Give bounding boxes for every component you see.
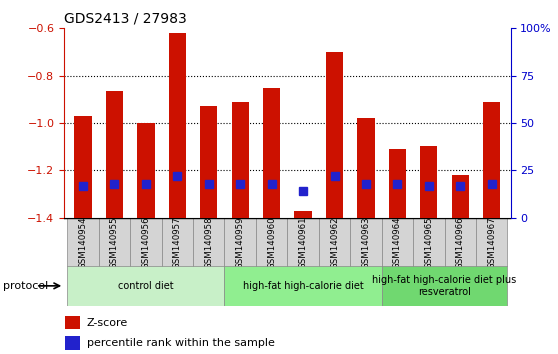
Bar [65, 316, 80, 329]
Text: GSM140956: GSM140956 [141, 216, 151, 269]
Bar [68, 266, 224, 306]
Bar [382, 218, 413, 267]
Bar [319, 218, 350, 267]
Bar [65, 336, 80, 350]
Bar [357, 118, 374, 218]
Bar [413, 218, 445, 267]
Text: percentile rank within the sample: percentile rank within the sample [86, 338, 275, 348]
Text: GSM140963: GSM140963 [362, 216, 371, 269]
Bar [389, 149, 406, 218]
Bar [99, 218, 130, 267]
Text: Z-score: Z-score [86, 318, 128, 327]
Bar [224, 266, 382, 306]
Bar [68, 218, 99, 267]
Text: high-fat high-calorie diet: high-fat high-calorie diet [243, 281, 363, 291]
Bar [106, 91, 123, 218]
Bar [263, 87, 280, 218]
Text: protocol: protocol [3, 281, 48, 291]
Bar [287, 218, 319, 267]
Bar [162, 218, 193, 267]
Bar [137, 123, 155, 218]
Text: GSM140959: GSM140959 [235, 216, 245, 269]
Text: GSM140962: GSM140962 [330, 216, 339, 269]
Text: GSM140955: GSM140955 [110, 216, 119, 269]
Bar [483, 102, 501, 218]
Bar [169, 33, 186, 218]
Text: GSM140967: GSM140967 [487, 216, 496, 269]
Bar [451, 175, 469, 218]
Text: control diet: control diet [118, 281, 174, 291]
Bar [445, 218, 476, 267]
Text: GSM140958: GSM140958 [204, 216, 213, 269]
Bar [193, 218, 224, 267]
Text: GSM140960: GSM140960 [267, 216, 276, 269]
Text: GDS2413 / 27983: GDS2413 / 27983 [64, 12, 187, 26]
Bar [224, 218, 256, 267]
Bar [130, 218, 162, 267]
Bar [200, 107, 218, 218]
Bar [420, 145, 437, 218]
Bar [74, 116, 92, 218]
Bar [382, 266, 507, 306]
Bar [476, 218, 507, 267]
Bar [295, 211, 312, 218]
Bar [232, 102, 249, 218]
Text: GSM140954: GSM140954 [79, 216, 88, 269]
Text: GSM140966: GSM140966 [456, 216, 465, 269]
Text: high-fat high-calorie diet plus
resveratrol: high-fat high-calorie diet plus resverat… [372, 275, 517, 297]
Bar [326, 52, 343, 218]
Bar [256, 218, 287, 267]
Text: GSM140961: GSM140961 [299, 216, 307, 269]
Bar [350, 218, 382, 267]
Text: GSM140965: GSM140965 [424, 216, 434, 269]
Text: GSM140964: GSM140964 [393, 216, 402, 269]
Text: GSM140957: GSM140957 [173, 216, 182, 269]
